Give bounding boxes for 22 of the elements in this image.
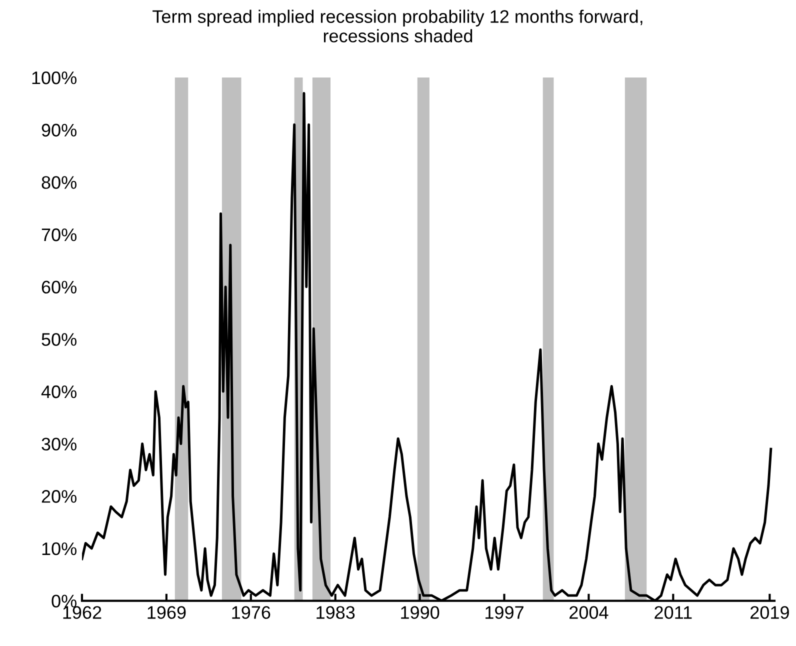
y-tick-label: 40%: [41, 385, 76, 398]
y-tick-label: 10%: [42, 542, 76, 556]
x-tick-label: 1962: [63, 606, 102, 619]
y-tick-label: 20%: [42, 490, 76, 503]
y-tick-label: 70%: [42, 228, 76, 242]
y-tick-label: 30%: [42, 438, 76, 451]
x-tick-label: 2019: [750, 606, 789, 619]
x-tick-label: 2004: [570, 606, 608, 619]
y-tick-label: 60%: [42, 280, 76, 294]
y-tick-label: 100%: [32, 71, 76, 84]
y-tick-label: 90%: [42, 124, 76, 137]
chart-title: Term spread implied recession probability 12 months forward, recessions shaded: [152, 10, 642, 42]
x-tick-label: 2011: [654, 606, 692, 619]
x-tick-label: 1976: [232, 606, 270, 619]
y-tick-label: 50%: [42, 333, 76, 346]
x-tick-label: 1969: [148, 606, 186, 619]
x-tick-label: 1983: [316, 606, 355, 619]
line-series: [82, 92, 772, 601]
x-tick-label: 1990: [401, 606, 440, 619]
x-tick-label: 1997: [486, 606, 524, 619]
y-tick-label: 80%: [42, 176, 76, 189]
y-tick-label: 0%: [52, 594, 76, 608]
